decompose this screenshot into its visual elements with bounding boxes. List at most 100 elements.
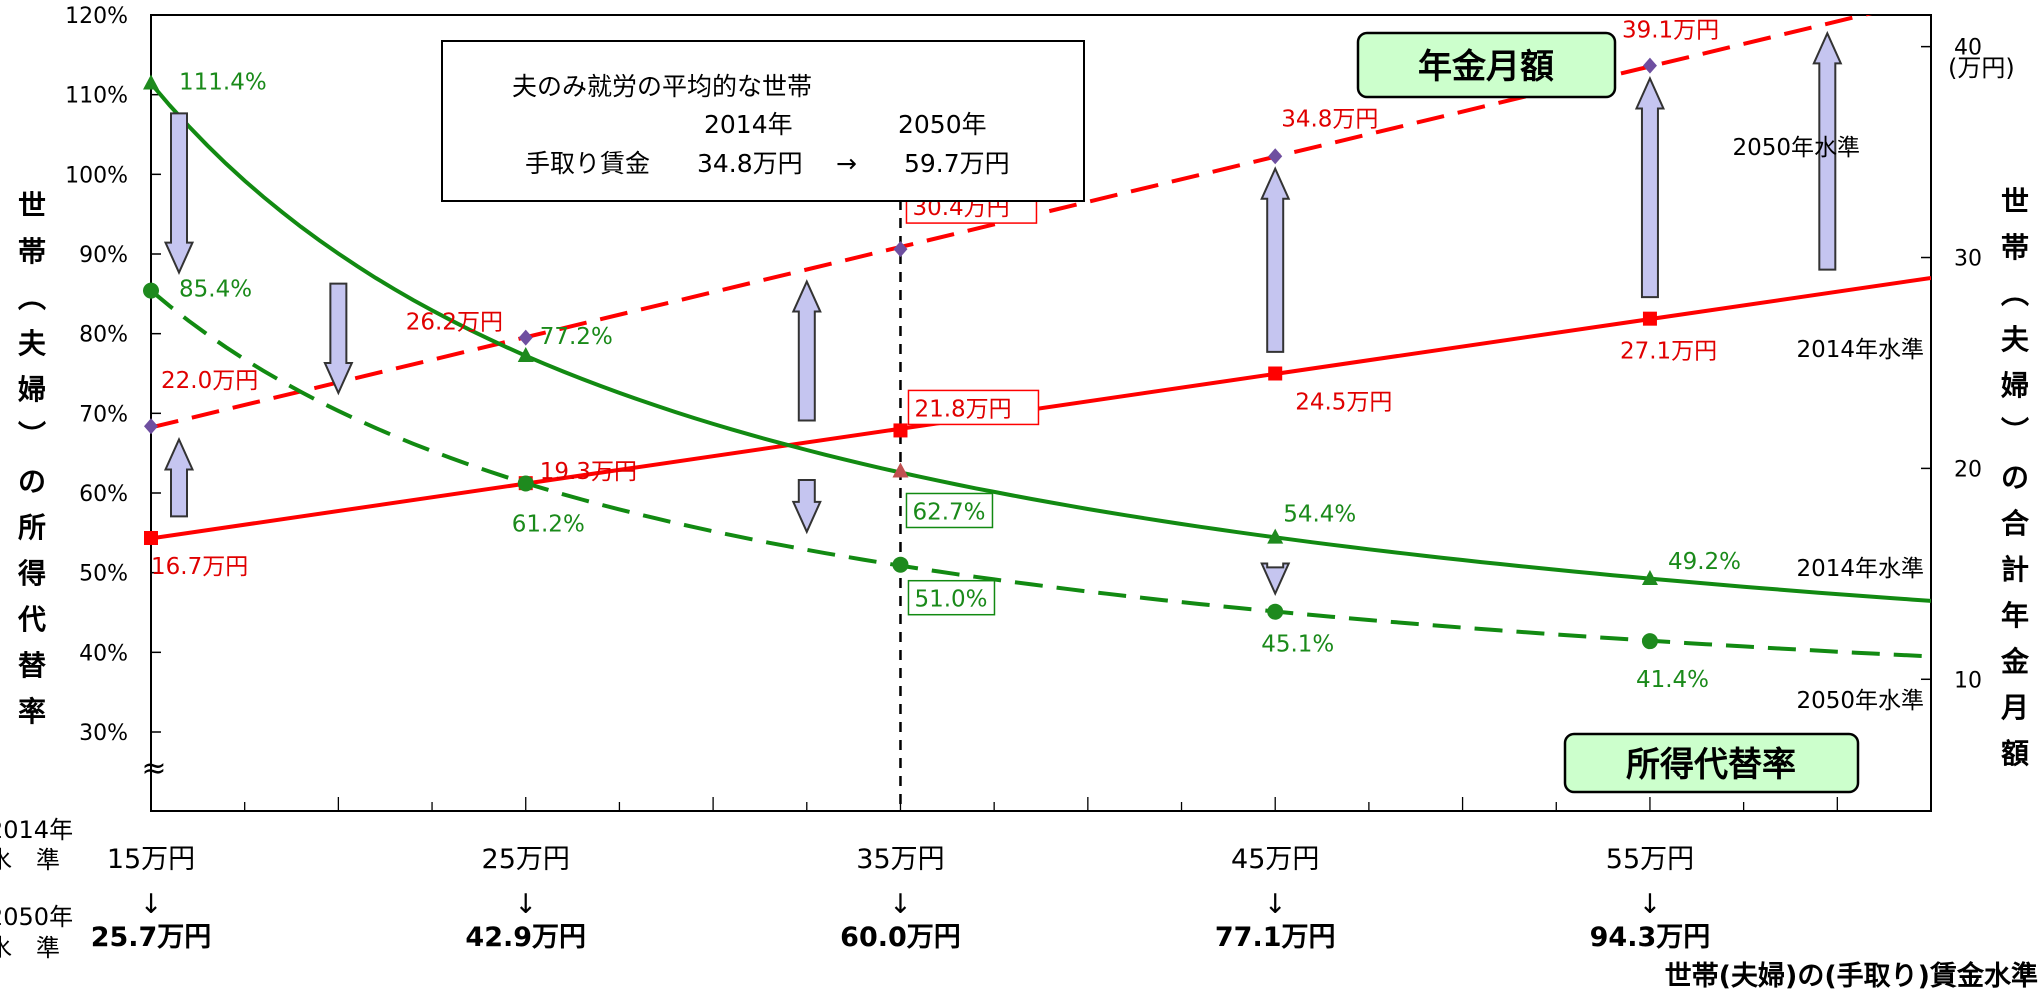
y-right-tick-label: 20 [1954,457,1982,482]
x-category-2050: 60.0万円 [840,922,961,953]
x-row2-label-b: 水 準 [0,934,60,962]
y-left-tick-label: 100% [65,163,128,188]
data-point-marker [892,462,909,478]
y-left-tick-label: 40% [79,641,128,666]
data-point-marker [144,530,158,545]
data-point-marker [1641,633,1658,650]
data-point-marker [893,423,908,438]
x-category-arrow: ↓ [889,889,912,920]
data-label: 27.1万円 [1620,339,1717,365]
data-label: 111.4% [179,70,267,96]
level-change-arrow [163,437,195,518]
pension-monthly-title-box: 年金月額 [1356,31,1617,99]
y-right-unit: (万円) [1948,54,2015,82]
y-left-tick-label: 30% [79,721,128,746]
x-category-2014: 35万円 [856,844,944,875]
data-label: 16.7万円 [151,554,248,580]
x-category-2014: 45万円 [1231,844,1319,875]
series-level-label: 2050年水準 [1796,688,1924,714]
level-change-arrow [163,112,195,276]
pension-monthly-title: 年金月額 [1418,47,1554,87]
x-category-2050: 42.9万円 [465,922,586,953]
data-label-box [907,389,1040,426]
info-box-arrow: → [836,149,857,178]
y-left-tick-label: 80% [79,323,128,348]
data-point-marker [1642,57,1657,74]
data-label: 61.2% [512,511,585,537]
y-right-tick-label: 40 [1954,36,1982,61]
svg-text:世帯︵夫婦︶の合計年金月額: 世帯︵夫婦︶の合計年金月額 [2000,185,2030,770]
y-left-tick-label: 90% [79,243,128,268]
data-point-marker [517,346,534,362]
y-left-title: 世帯︵夫婦︶の所得代替率 [17,189,47,728]
level-change-arrow [791,279,822,422]
svg-text:世帯︵夫婦︶の所得代替率: 世帯︵夫婦︶の所得代替率 [17,189,47,728]
info-box: 夫のみ就労の平均的な世帯 2014年 2050年 手取り賃金 34.8万円 → … [441,40,1085,202]
data-point-marker [1267,603,1284,620]
x-category-arrow: ↓ [1639,889,1662,920]
y-left-tick-label: 60% [79,482,128,507]
data-point-marker [1268,148,1283,165]
data-point-marker [517,475,534,492]
series-line-0 [151,275,1931,541]
data-point-marker [1267,528,1284,544]
level-change-arrow [791,479,822,535]
data-point-marker [143,282,159,299]
data-label: 22.0万円 [161,368,258,394]
x-category-2050: 25.7万円 [91,922,212,953]
data-label: 51.0% [914,587,987,613]
series-line-1 [151,15,1873,430]
info-box-year-b: 2050年 [898,110,987,139]
data-point-marker [144,418,158,435]
x-category-2050: 94.3万円 [1590,922,1711,953]
y-left-tick-label: 110% [65,84,128,109]
data-label-box [905,492,994,529]
data-label: 39.1万円 [1622,18,1719,44]
data-point-marker [1268,366,1283,381]
data-label: 45.1% [1261,632,1334,658]
data-point-marker [893,241,908,258]
y-right-title: 世帯︵夫婦︶の合計年金月額 [2000,185,2030,770]
x-axis-title: 世帯(夫婦)の(手取り)賃金水準 [1665,960,2038,992]
replacement-rate-title-box: 所得代替率 [1563,732,1860,794]
series-line-3 [151,289,1931,659]
level-change-arrow [1260,166,1291,353]
data-label: 24.5万円 [1295,390,1392,416]
replacement-rate-title: 所得代替率 [1626,745,1796,785]
x-category-2014: 25万円 [482,844,570,875]
info-box-row-label: 手取り賃金 [525,149,650,178]
data-label: 49.2% [1668,549,1741,575]
y-right-tick-label: 30 [1954,247,1982,272]
y-axis-break-symbol: ≈ [141,751,166,786]
x-category-arrow: ↓ [140,889,163,920]
info-box-value-a: 34.8万円 [697,149,803,178]
data-label: 54.4% [1283,502,1356,528]
x-category-arrow: ↓ [514,889,537,920]
series-level-label: 2014年水準 [1796,556,1924,582]
data-point-marker [143,74,159,90]
level-change-arrow [1260,562,1291,596]
x-category-2014: 15万円 [107,844,195,875]
info-box-heading: 夫のみ就労の平均的な世帯 [512,72,812,101]
series-level-label: 2014年水準 [1796,337,1924,363]
data-label: 41.4% [1636,667,1709,693]
info-box-value-b: 59.7万円 [904,149,1010,178]
data-label: 19.3万円 [540,459,637,485]
x-row2-label-a: 2050年 [0,903,73,931]
level-change-arrow [1634,76,1665,299]
data-label: 21.8万円 [914,396,1011,422]
x-category-2050: 77.1万円 [1215,922,1336,953]
y-left-tick-label: 70% [79,402,128,427]
data-label: 26.2万円 [406,310,503,336]
x-row1-label-b: 水 準 [0,846,60,874]
info-box-year-a: 2014年 [704,110,793,139]
data-label: 85.4% [179,277,252,303]
data-label: 77.2% [540,324,613,350]
x-category-2014: 55万円 [1606,844,1694,875]
y-right-tick-label: 10 [1954,668,1982,693]
data-point-marker [892,556,909,573]
level-change-arrow [1812,30,1843,271]
data-point-marker [518,329,533,346]
series-line-2 [151,82,1931,603]
